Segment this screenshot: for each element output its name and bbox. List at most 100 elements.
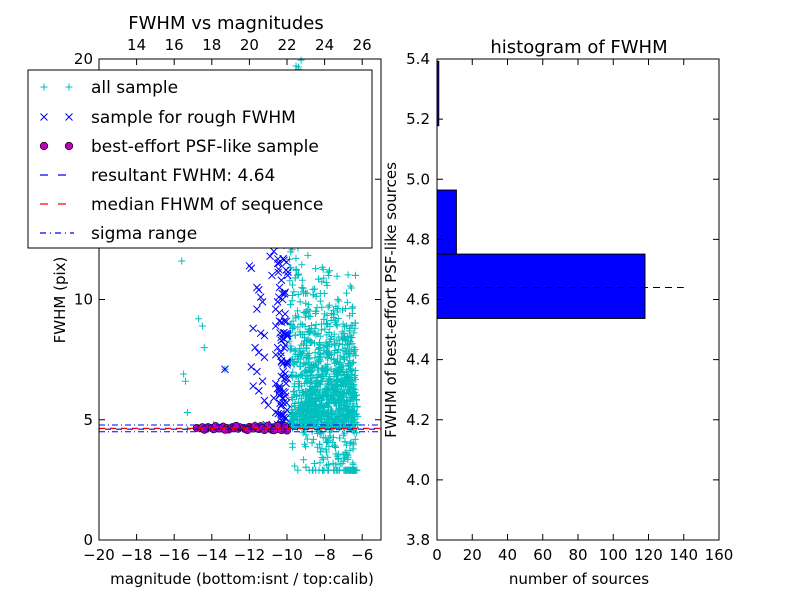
top-x-tick-label: 16 <box>165 36 184 54</box>
histogram-bars <box>436 60 646 319</box>
all-sample-point <box>183 409 191 417</box>
all-sample-point <box>321 434 329 442</box>
all-sample-point <box>290 288 298 296</box>
x-tick-label: −14 <box>196 546 228 564</box>
best-sample-point <box>232 421 241 430</box>
all-sample-point <box>319 392 327 400</box>
all-sample-point <box>331 316 339 324</box>
all-sample-point <box>309 291 317 299</box>
x-tick-label: 0 <box>432 546 442 564</box>
all-sample-point <box>325 435 333 443</box>
all-sample-point <box>309 413 317 421</box>
all-sample-point <box>336 419 344 427</box>
top-x-tick-label: 18 <box>202 36 221 54</box>
all-sample-point <box>309 435 317 443</box>
all-sample-point <box>324 418 332 426</box>
all-sample-point <box>321 403 329 411</box>
y-tick-label: 5 <box>83 411 93 429</box>
all-sample-point <box>325 414 333 422</box>
legend: all sample sample for rough FWHM best-ef… <box>27 69 373 249</box>
rough-sample-point <box>279 335 288 343</box>
rough-sample-point <box>249 382 258 390</box>
all-sample-point <box>297 330 305 338</box>
all-sample-point <box>286 346 294 354</box>
all-sample-point <box>302 387 310 395</box>
all-sample-point <box>307 367 315 375</box>
all-sample-point <box>334 455 342 463</box>
rough-sample-point <box>249 324 258 333</box>
all-sample-point <box>292 254 300 262</box>
all-sample-point <box>306 414 314 422</box>
all-sample-point <box>311 325 319 333</box>
best-sample-point <box>260 426 269 434</box>
all-sample-point <box>325 351 333 359</box>
rough-sample-point <box>275 382 284 391</box>
all-sample-point <box>348 310 356 318</box>
all-sample-point <box>291 331 299 339</box>
y-tick-label: 4.0 <box>406 471 430 489</box>
all-sample-point <box>321 310 329 318</box>
rough-sample-point <box>277 352 285 360</box>
all-sample-point <box>308 439 316 447</box>
all-sample-point <box>288 324 296 332</box>
histogram-title: histogram of FWHM <box>490 37 667 58</box>
rough-sample-point <box>278 295 287 304</box>
all-sample-point <box>338 378 346 386</box>
all-sample-point <box>332 365 340 373</box>
rough-sample-point <box>258 298 267 306</box>
all-sample-point <box>333 368 341 376</box>
all-sample-point <box>288 416 296 424</box>
rough-sample-point <box>277 336 286 345</box>
rough-sample-point <box>254 348 263 357</box>
all-sample-point <box>305 312 313 320</box>
all-sample-point <box>320 315 328 323</box>
all-sample-point <box>327 393 335 401</box>
all-sample-point <box>311 354 319 362</box>
all-sample-point <box>198 322 206 330</box>
all-sample-point <box>345 327 353 335</box>
rough-sample-point <box>277 402 285 410</box>
all-sample-point <box>312 307 320 315</box>
best-sample-series <box>192 421 291 435</box>
all-sample-point <box>353 403 361 411</box>
scatter-y-axis-label: FWHM (pix) <box>51 257 69 344</box>
all-sample-point <box>312 265 320 273</box>
scatter-x-axis-label: magnitude (bottom:isnt / top:calib) <box>110 570 374 588</box>
top-x-tick-label: 26 <box>353 36 372 54</box>
all-sample-point <box>298 372 306 380</box>
all-sample-point <box>298 261 306 269</box>
all-sample-point <box>286 301 294 309</box>
legend-x-marker <box>40 113 48 121</box>
all-sample-point <box>181 377 189 385</box>
all-sample-point <box>306 385 314 393</box>
rough-sample-point <box>283 359 292 367</box>
rough-sample-point <box>279 394 287 402</box>
all-sample-point <box>350 466 358 474</box>
all-sample-point <box>305 325 313 333</box>
rough-sample-point <box>280 317 289 325</box>
y-tick-label: 10 <box>74 291 93 309</box>
all-sample-point <box>332 341 340 349</box>
rough-sample-point <box>260 331 269 340</box>
all-sample-point <box>341 402 349 410</box>
rough-sample-point <box>264 401 273 410</box>
all-sample-point <box>299 284 307 292</box>
all-sample-point <box>335 340 343 348</box>
all-sample-point <box>344 271 352 279</box>
all-sample-point <box>340 383 348 391</box>
all-sample-point <box>298 402 306 410</box>
all-sample-point <box>329 438 337 446</box>
all-sample-point <box>178 257 186 265</box>
all-sample-point <box>334 295 342 303</box>
histogram-x-axis-label: number of sources <box>509 570 649 588</box>
all-sample-point <box>312 388 320 396</box>
all-sample-point <box>316 297 324 305</box>
all-sample-point <box>304 251 312 259</box>
all-sample-point <box>294 373 302 381</box>
all-sample-point <box>334 314 342 322</box>
x-tick-label: −8 <box>314 546 336 564</box>
all-sample-point <box>348 377 356 385</box>
all-sample-point <box>298 276 306 284</box>
all-sample-point <box>329 433 337 441</box>
all-sample-point <box>300 456 308 464</box>
